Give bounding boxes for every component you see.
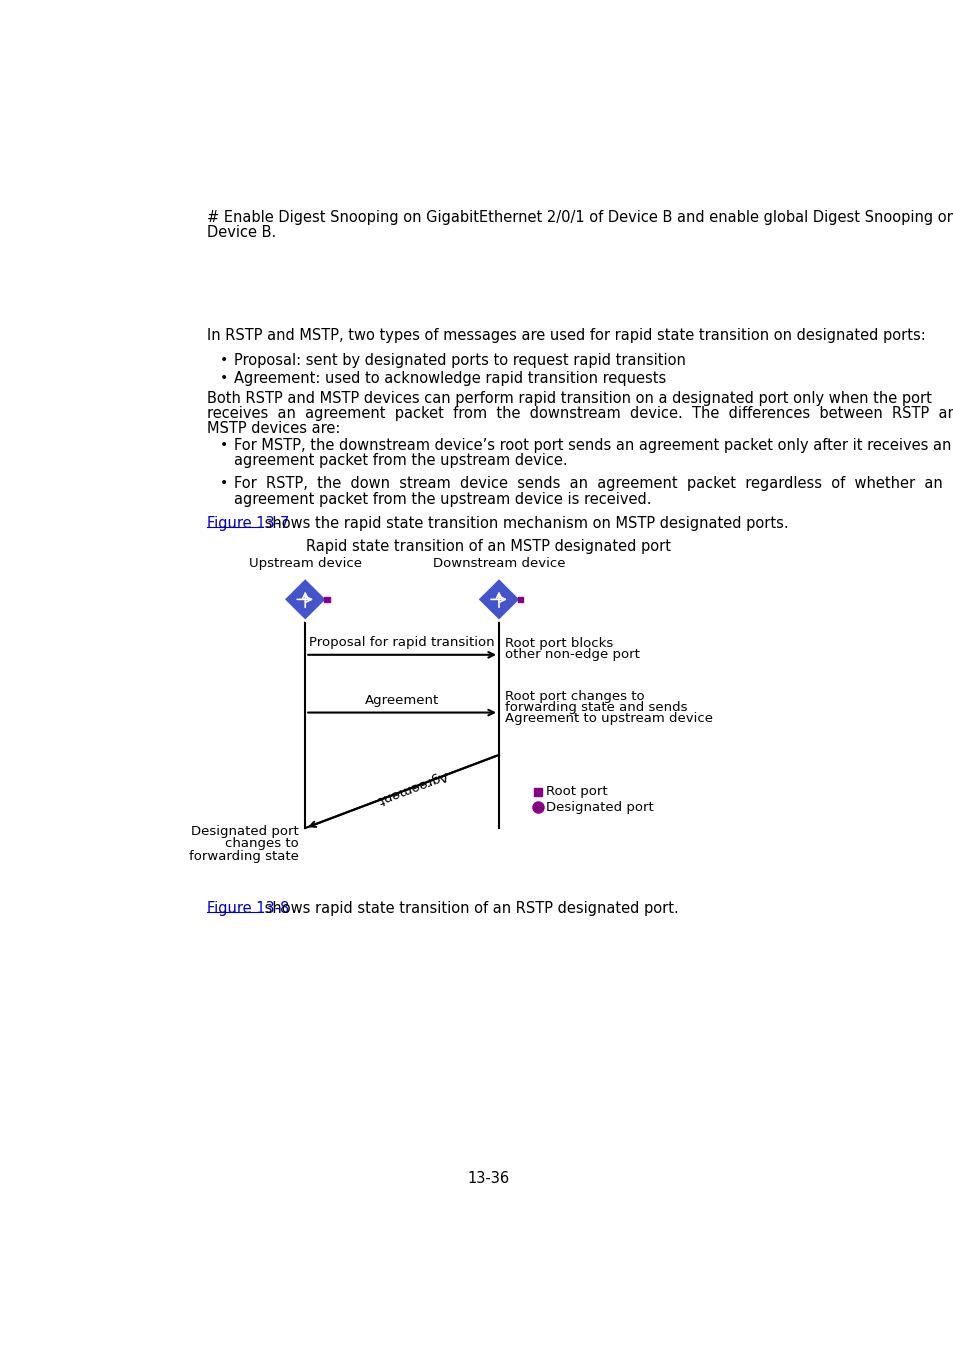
Text: Designated port: Designated port <box>546 801 654 814</box>
Text: MSTP devices are:: MSTP devices are: <box>207 421 340 436</box>
Text: •: • <box>220 437 228 452</box>
Text: Agreement to upstream device: Agreement to upstream device <box>505 711 713 725</box>
Text: other non-edge port: other non-edge port <box>505 648 639 662</box>
Text: Proposal for rapid transition: Proposal for rapid transition <box>309 636 495 649</box>
Text: Both RSTP and MSTP devices can perform rapid transition on a designated port onl: Both RSTP and MSTP devices can perform r… <box>207 390 931 406</box>
Text: Rapid state transition of an MSTP designated port: Rapid state transition of an MSTP design… <box>306 539 671 555</box>
Text: •: • <box>220 371 228 385</box>
Bar <box>517 597 523 602</box>
Text: Device B.: Device B. <box>207 225 275 240</box>
Text: Agreement: Agreement <box>365 694 438 707</box>
Text: shows the rapid state transition mechanism on MSTP designated ports.: shows the rapid state transition mechani… <box>259 516 787 531</box>
Text: 13-36: 13-36 <box>467 1170 510 1185</box>
Text: Root port changes to: Root port changes to <box>505 690 644 703</box>
Text: changes to: changes to <box>225 837 298 850</box>
Text: shows rapid state transition of an RSTP designated port.: shows rapid state transition of an RSTP … <box>259 902 678 917</box>
Text: receives  an  agreement  packet  from  the  downstream  device.  The  difference: receives an agreement packet from the do… <box>207 406 953 421</box>
Text: forwarding state and sends: forwarding state and sends <box>505 701 687 714</box>
Bar <box>534 788 541 795</box>
Text: Proposal: sent by designated ports to request rapid transition: Proposal: sent by designated ports to re… <box>233 352 685 369</box>
Text: agreement packet from the upstream device.: agreement packet from the upstream devic… <box>233 454 567 468</box>
Text: Designated port: Designated port <box>192 825 298 838</box>
Polygon shape <box>283 578 327 621</box>
Text: Downstream device: Downstream device <box>433 558 565 570</box>
Text: forwarding state: forwarding state <box>189 849 298 863</box>
Text: In RSTP and MSTP, two types of messages are used for rapid state transition on d: In RSTP and MSTP, two types of messages … <box>207 328 924 343</box>
Text: Root port: Root port <box>546 786 607 798</box>
Text: Figure 13-8: Figure 13-8 <box>207 902 289 917</box>
Text: # Enable Digest Snooping on GigabitEthernet 2/0/1 of Device B and enable global : # Enable Digest Snooping on GigabitEther… <box>207 209 953 224</box>
Text: •: • <box>220 477 228 490</box>
Bar <box>324 597 330 602</box>
Text: •: • <box>220 352 228 367</box>
Text: agreement packet from the upstream device is received.: agreement packet from the upstream devic… <box>233 491 651 506</box>
Polygon shape <box>476 578 520 621</box>
Text: For MSTP, the downstream device’s root port sends an agreement packet only after: For MSTP, the downstream device’s root p… <box>233 437 950 452</box>
Text: Root port blocks: Root port blocks <box>505 637 613 651</box>
Text: Agreement: used to acknowledge rapid transition requests: Agreement: used to acknowledge rapid tra… <box>233 371 665 386</box>
Text: For  RSTP,  the  down  stream  device  sends  an  agreement  packet  regardless : For RSTP, the down stream device sends a… <box>233 477 942 491</box>
Text: Upstream device: Upstream device <box>249 558 361 570</box>
Text: Agreement: Agreement <box>375 768 449 806</box>
Text: Figure 13-7: Figure 13-7 <box>207 516 289 531</box>
